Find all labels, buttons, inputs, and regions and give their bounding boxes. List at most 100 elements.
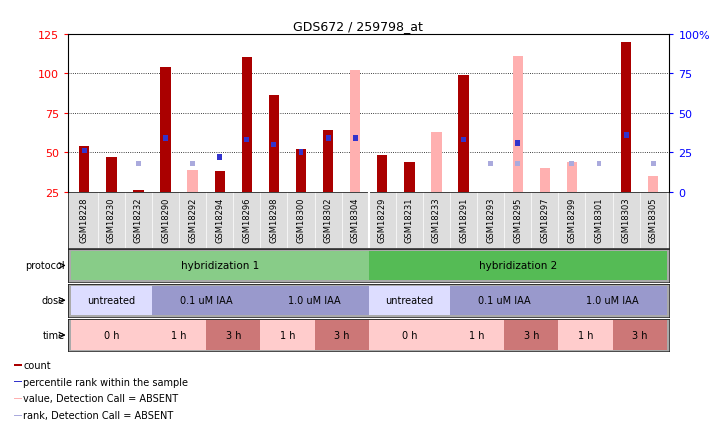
Text: GSM18228: GSM18228 [79, 197, 89, 242]
Bar [488, 161, 493, 167]
Text: GSM18297: GSM18297 [541, 197, 549, 242]
Text: protocol: protocol [25, 261, 64, 271]
Bar [261, 321, 314, 350]
Bar [190, 161, 195, 167]
Text: value, Detection Call = ABSENT: value, Detection Call = ABSENT [23, 394, 178, 404]
Text: 3 h: 3 h [226, 330, 241, 340]
Text: time: time [42, 330, 64, 340]
Bar [369, 321, 450, 350]
Text: 1 h: 1 h [470, 330, 485, 340]
Bar [624, 133, 629, 138]
Text: GDS672 / 259798_at: GDS672 / 259798_at [293, 20, 423, 33]
Text: GSM18302: GSM18302 [324, 197, 333, 242]
Text: dose: dose [42, 296, 64, 306]
Text: hybridization 1: hybridization 1 [180, 261, 259, 271]
Bar [160, 68, 170, 192]
Text: GSM18301: GSM18301 [594, 197, 604, 242]
Text: GSM18300: GSM18300 [296, 197, 306, 242]
Text: GSM18232: GSM18232 [134, 197, 143, 242]
Bar [268, 96, 279, 192]
Text: 0.1 uM IAA: 0.1 uM IAA [180, 296, 233, 306]
Bar [648, 177, 658, 192]
Bar [504, 321, 558, 350]
Text: GSM18293: GSM18293 [486, 197, 495, 242]
Bar [217, 155, 222, 160]
Bar [14, 365, 22, 366]
Text: GSM18294: GSM18294 [216, 197, 224, 242]
Bar [299, 150, 304, 156]
Bar [540, 169, 550, 192]
Bar [431, 132, 442, 192]
Text: 1.0 uM IAA: 1.0 uM IAA [586, 296, 639, 306]
Bar [261, 286, 369, 315]
Bar [79, 147, 90, 192]
Bar [558, 321, 613, 350]
Bar [106, 158, 117, 192]
Bar [461, 138, 466, 143]
Text: 1.0 uM IAA: 1.0 uM IAA [289, 296, 341, 306]
Bar [558, 286, 667, 315]
Bar [71, 251, 369, 280]
Text: GSM18231: GSM18231 [405, 197, 414, 242]
Text: 3 h: 3 h [632, 330, 647, 340]
Text: 0 h: 0 h [104, 330, 119, 340]
Bar [450, 321, 504, 350]
Bar [71, 286, 152, 315]
Bar [136, 161, 141, 167]
Bar [567, 162, 577, 192]
Text: GSM18296: GSM18296 [242, 197, 251, 242]
Text: hybridization 2: hybridization 2 [478, 261, 557, 271]
Text: GSM18233: GSM18233 [432, 197, 441, 242]
Text: GSM18295: GSM18295 [513, 197, 522, 242]
Bar [369, 251, 667, 280]
Bar [314, 321, 369, 350]
Text: GSM18305: GSM18305 [649, 197, 658, 242]
Text: GSM18230: GSM18230 [107, 197, 116, 242]
Bar [621, 43, 632, 192]
Text: 0.1 uM IAA: 0.1 uM IAA [478, 296, 531, 306]
Bar [296, 150, 306, 192]
Bar [596, 161, 601, 167]
Bar [152, 286, 261, 315]
Bar [450, 286, 558, 315]
Text: GSM18303: GSM18303 [621, 197, 631, 242]
Bar [516, 141, 521, 146]
Bar [353, 136, 357, 141]
Text: rank, Detection Call = ABSENT: rank, Detection Call = ABSENT [23, 410, 173, 420]
Bar [405, 162, 415, 192]
Bar [14, 381, 22, 382]
Text: 3 h: 3 h [523, 330, 539, 340]
Bar [350, 71, 360, 192]
Text: 1 h: 1 h [171, 330, 187, 340]
Text: 1 h: 1 h [578, 330, 594, 340]
Bar [651, 161, 656, 167]
Text: 1 h: 1 h [280, 330, 295, 340]
Bar [242, 58, 252, 192]
Bar [152, 321, 206, 350]
Bar [71, 321, 152, 350]
Bar [82, 148, 87, 154]
Bar [613, 321, 667, 350]
Text: GSM18299: GSM18299 [567, 197, 576, 242]
Bar [569, 161, 574, 167]
Bar [244, 138, 249, 143]
Bar [215, 172, 225, 192]
Bar [206, 321, 261, 350]
Text: GSM18290: GSM18290 [161, 197, 170, 242]
Bar [513, 57, 523, 192]
Bar [369, 286, 450, 315]
Text: untreated: untreated [385, 296, 433, 306]
Bar [326, 136, 331, 141]
Bar [323, 131, 333, 192]
Text: GSM18292: GSM18292 [188, 197, 197, 242]
Text: percentile rank within the sample: percentile rank within the sample [23, 377, 188, 387]
Bar [14, 398, 22, 399]
Text: count: count [23, 360, 51, 370]
Bar [271, 142, 276, 148]
Text: 0 h: 0 h [402, 330, 417, 340]
Text: GSM18229: GSM18229 [378, 197, 387, 242]
Bar [133, 191, 144, 192]
Bar [188, 170, 198, 192]
Bar [458, 76, 469, 192]
Text: GSM18304: GSM18304 [351, 197, 359, 242]
